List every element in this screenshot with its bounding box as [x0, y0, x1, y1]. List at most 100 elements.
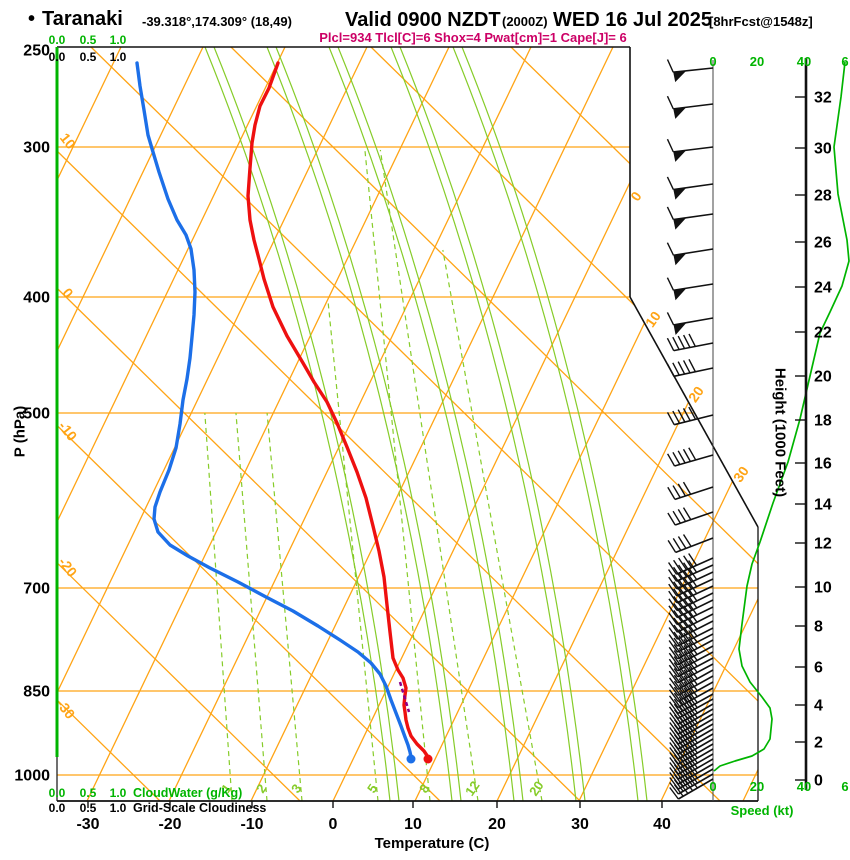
height-tick-label: 26 — [814, 235, 832, 252]
mixing-ratio-line — [327, 299, 379, 801]
wind-barb-feather — [688, 771, 698, 784]
wind-barb — [666, 59, 714, 83]
dry-adiabat-line — [57, 47, 441, 801]
title-bullet: • — [28, 8, 36, 30]
isotherm-line — [660, 47, 758, 801]
wind-barb-feather — [678, 653, 688, 667]
wind-barb-feather — [677, 335, 686, 349]
wind-barb-feather — [682, 360, 691, 374]
wind-barb-feather — [678, 593, 688, 607]
wind-barb-feather — [678, 641, 688, 655]
wind-barb-feather — [673, 617, 683, 631]
cloudiness-scale-bottom: 1.0 — [110, 801, 127, 815]
wind-barb-feather — [683, 598, 693, 611]
cloudwater-scale-bottom: 1.0 — [110, 786, 127, 800]
wind-barb-pennant — [673, 70, 687, 83]
wind-barb-feather — [688, 672, 698, 686]
wind-barb-feather — [682, 481, 692, 495]
speed-tick-label-bottom: 40 — [797, 779, 811, 794]
wind-barb-feather — [668, 664, 679, 678]
wind-barb-shaft — [673, 342, 714, 352]
pressure-tick-label: 400 — [23, 290, 50, 307]
wind-barb-feather — [682, 408, 691, 422]
wind-barb — [668, 624, 714, 647]
wind-barb-feather — [688, 761, 698, 774]
wind-barb-feather — [683, 591, 693, 604]
wind-barb-feather — [683, 632, 693, 646]
wind-barb-shaft — [677, 753, 714, 775]
cloudiness-scale-top: 1.0 — [110, 50, 127, 64]
wind-barb-feather — [666, 337, 675, 351]
wind-barb-shaft — [673, 414, 714, 426]
wind-barb-feather — [673, 779, 684, 792]
wind-barb-feather — [683, 605, 693, 618]
wind-barb-feather — [683, 576, 693, 590]
wind-barb-feather — [688, 567, 698, 581]
wind-barb-shaft — [673, 367, 714, 378]
wind-barb-feather — [683, 778, 694, 792]
wind-barb — [666, 359, 714, 378]
wind-barb-feather — [666, 312, 675, 326]
wind-barb-feather — [683, 569, 693, 583]
wind-barb-feather — [666, 412, 675, 426]
wind-barb-feather — [672, 336, 680, 350]
wind-barb-feather — [688, 602, 698, 616]
height-tick-label: 20 — [814, 369, 832, 386]
wind-barb — [668, 610, 714, 633]
wind-barb-shaft — [675, 537, 714, 554]
wind-barb — [668, 666, 714, 691]
wind-barb — [669, 746, 714, 770]
wind-barb-shaft — [677, 738, 714, 760]
wind-barb-feather — [688, 617, 698, 630]
wind-barb-feather — [688, 706, 698, 719]
wind-barb-shaft — [677, 773, 714, 795]
wind-barb-feather — [688, 610, 698, 623]
wind-barb-feather — [688, 624, 698, 637]
wind-barb-feather — [669, 782, 679, 795]
wind-barb-shaft — [676, 627, 714, 647]
wind-barb-pennant — [673, 187, 687, 200]
wind-barb — [669, 771, 714, 795]
wind-barb-pennant — [673, 322, 687, 335]
mixing-ratio-label: 5 — [364, 781, 380, 796]
wind-barb-shaft — [674, 511, 714, 526]
wind-barb-feather — [688, 636, 698, 649]
wind-barb — [667, 534, 714, 554]
wind-barb-feather — [683, 619, 693, 633]
wind-barb-feather — [672, 451, 681, 465]
wind-barb-feather — [666, 277, 675, 291]
wind-barb — [668, 642, 714, 666]
mixing-ratio-line — [235, 412, 268, 801]
speed-tick-label-bottom: 20 — [750, 779, 764, 794]
wind-barb — [668, 636, 714, 660]
surface-temperature-dot — [423, 754, 433, 764]
wind-barb-shaft — [677, 778, 714, 800]
wind-barb-feather — [678, 622, 688, 635]
wind-barb-shaft — [676, 633, 714, 653]
height-tick-label: 14 — [814, 497, 832, 514]
wind-barb-feather — [673, 588, 683, 601]
isotherm-line — [57, 47, 204, 801]
valid-zulu: (2000Z) — [502, 14, 548, 29]
wind-barb-shaft — [677, 703, 714, 725]
wind-barb-feather — [667, 569, 678, 582]
wind-barb-feather — [668, 583, 678, 597]
wind-barb-shaft — [673, 103, 714, 110]
wind-barb-feather — [688, 776, 698, 789]
wind-barb-feather — [683, 612, 693, 626]
wind-barb-feather — [668, 695, 679, 708]
wind-barb-feather — [668, 590, 678, 604]
wind-barb — [666, 138, 714, 162]
wind-barb-feather — [688, 746, 698, 759]
wind-barb-feather — [683, 651, 693, 664]
wind-barb-feather — [688, 711, 698, 724]
wind-barb-feather — [688, 736, 698, 749]
wind-barb-shaft — [674, 486, 714, 501]
wind-barb-feather — [668, 640, 678, 653]
wind-barb-feather — [688, 660, 698, 673]
wind-barb-feather — [688, 595, 698, 609]
wind-barb-feather — [677, 450, 686, 464]
wind-barb — [668, 654, 714, 678]
wind-barb-feather — [683, 583, 693, 597]
